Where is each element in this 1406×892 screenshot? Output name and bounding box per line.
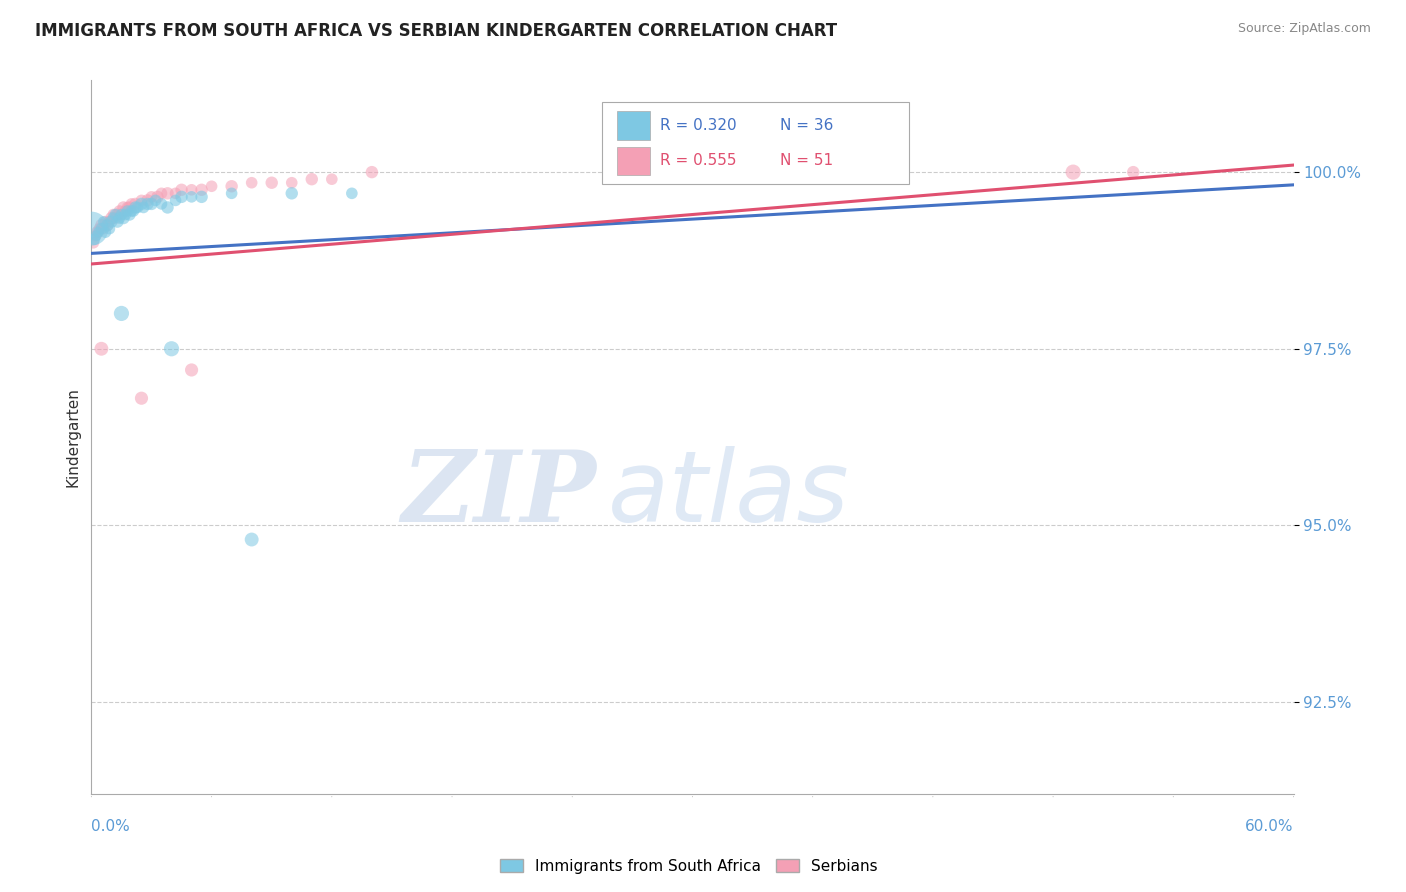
Point (112, 201, 135, 215)
Point (117, 204, 139, 219)
Point (180, 190, 202, 204)
Text: 60.0%: 60.0% (1246, 820, 1294, 834)
Point (84, 228, 107, 243)
Point (146, 190, 169, 204)
Text: IMMIGRANTS FROM SOUTH AFRICA VS SERBIAN KINDERGARTEN CORRELATION CHART: IMMIGRANTS FROM SOUTH AFRICA VS SERBIAN … (35, 22, 838, 40)
Text: R = 0.320: R = 0.320 (659, 118, 737, 133)
Point (1062, 165, 1084, 179)
Point (98, 214, 121, 228)
Point (156, 201, 179, 215)
Point (340, 186, 363, 201)
Point (240, 176, 263, 190)
Point (80, 221, 103, 235)
Point (221, 186, 243, 201)
Point (190, 183, 212, 197)
Point (136, 194, 159, 208)
Point (132, 201, 155, 215)
Point (98, 221, 121, 235)
Point (124, 197, 146, 211)
Point (121, 204, 143, 219)
Point (136, 197, 159, 211)
Point (131, 197, 153, 211)
Point (150, 197, 173, 211)
Text: atlas: atlas (609, 446, 851, 542)
Point (121, 197, 143, 211)
Point (94, 214, 117, 228)
Point (104, 207, 127, 221)
Point (96, 218, 118, 232)
Point (87, 225, 110, 239)
Point (281, 176, 304, 190)
Point (156, 186, 179, 201)
Point (107, 214, 129, 228)
Point (180, 363, 202, 377)
Point (104, 211, 127, 225)
Point (141, 197, 163, 211)
Point (89, 221, 111, 235)
Point (240, 533, 263, 547)
Point (118, 201, 141, 215)
Point (165, 186, 187, 201)
Point (180, 183, 202, 197)
Point (112, 211, 135, 225)
Point (86, 225, 108, 239)
Point (110, 207, 132, 221)
Point (100, 214, 122, 228)
Point (321, 172, 343, 186)
Point (108, 204, 131, 219)
Bar (617, 146, 651, 175)
Point (86, 228, 108, 243)
Legend: Immigrants from South Africa, Serbians: Immigrants from South Africa, Serbians (494, 853, 884, 880)
Text: R = 0.555: R = 0.555 (659, 153, 737, 169)
Text: N = 36: N = 36 (780, 118, 834, 133)
Point (108, 211, 131, 225)
Text: Source: ZipAtlas.com: Source: ZipAtlas.com (1237, 22, 1371, 36)
Point (124, 201, 146, 215)
Point (96, 218, 118, 232)
Point (114, 204, 136, 219)
Text: ZIP: ZIP (401, 446, 596, 542)
Point (131, 391, 153, 405)
Point (301, 172, 323, 186)
Y-axis label: Kindergarten: Kindergarten (65, 387, 80, 487)
Point (90, 218, 112, 232)
Point (1122, 165, 1144, 179)
Text: 0.0%: 0.0% (91, 820, 131, 834)
Point (150, 186, 173, 201)
Point (360, 165, 382, 179)
Point (118, 207, 141, 221)
Point (170, 183, 193, 197)
Point (94, 225, 117, 239)
Point (145, 194, 167, 208)
Point (141, 190, 163, 204)
Point (82, 235, 104, 250)
Point (122, 204, 145, 219)
Point (90, 221, 112, 235)
Point (93, 221, 115, 235)
Point (221, 179, 243, 194)
Point (281, 186, 304, 201)
Bar (602, 102, 908, 184)
Point (110, 306, 132, 320)
Point (110, 207, 132, 221)
Point (107, 207, 129, 221)
Point (201, 179, 224, 194)
Point (160, 342, 183, 356)
Point (131, 194, 153, 208)
Point (103, 211, 125, 225)
Point (103, 207, 125, 221)
Point (93, 214, 115, 228)
Point (90, 342, 112, 356)
Point (114, 207, 136, 221)
Point (83, 232, 105, 246)
Point (260, 176, 283, 190)
Point (117, 201, 139, 215)
Point (127, 201, 149, 215)
Point (170, 190, 193, 204)
Text: N = 51: N = 51 (780, 153, 834, 169)
Point (190, 190, 212, 204)
Point (165, 194, 187, 208)
Bar (617, 111, 651, 139)
Point (100, 211, 122, 225)
